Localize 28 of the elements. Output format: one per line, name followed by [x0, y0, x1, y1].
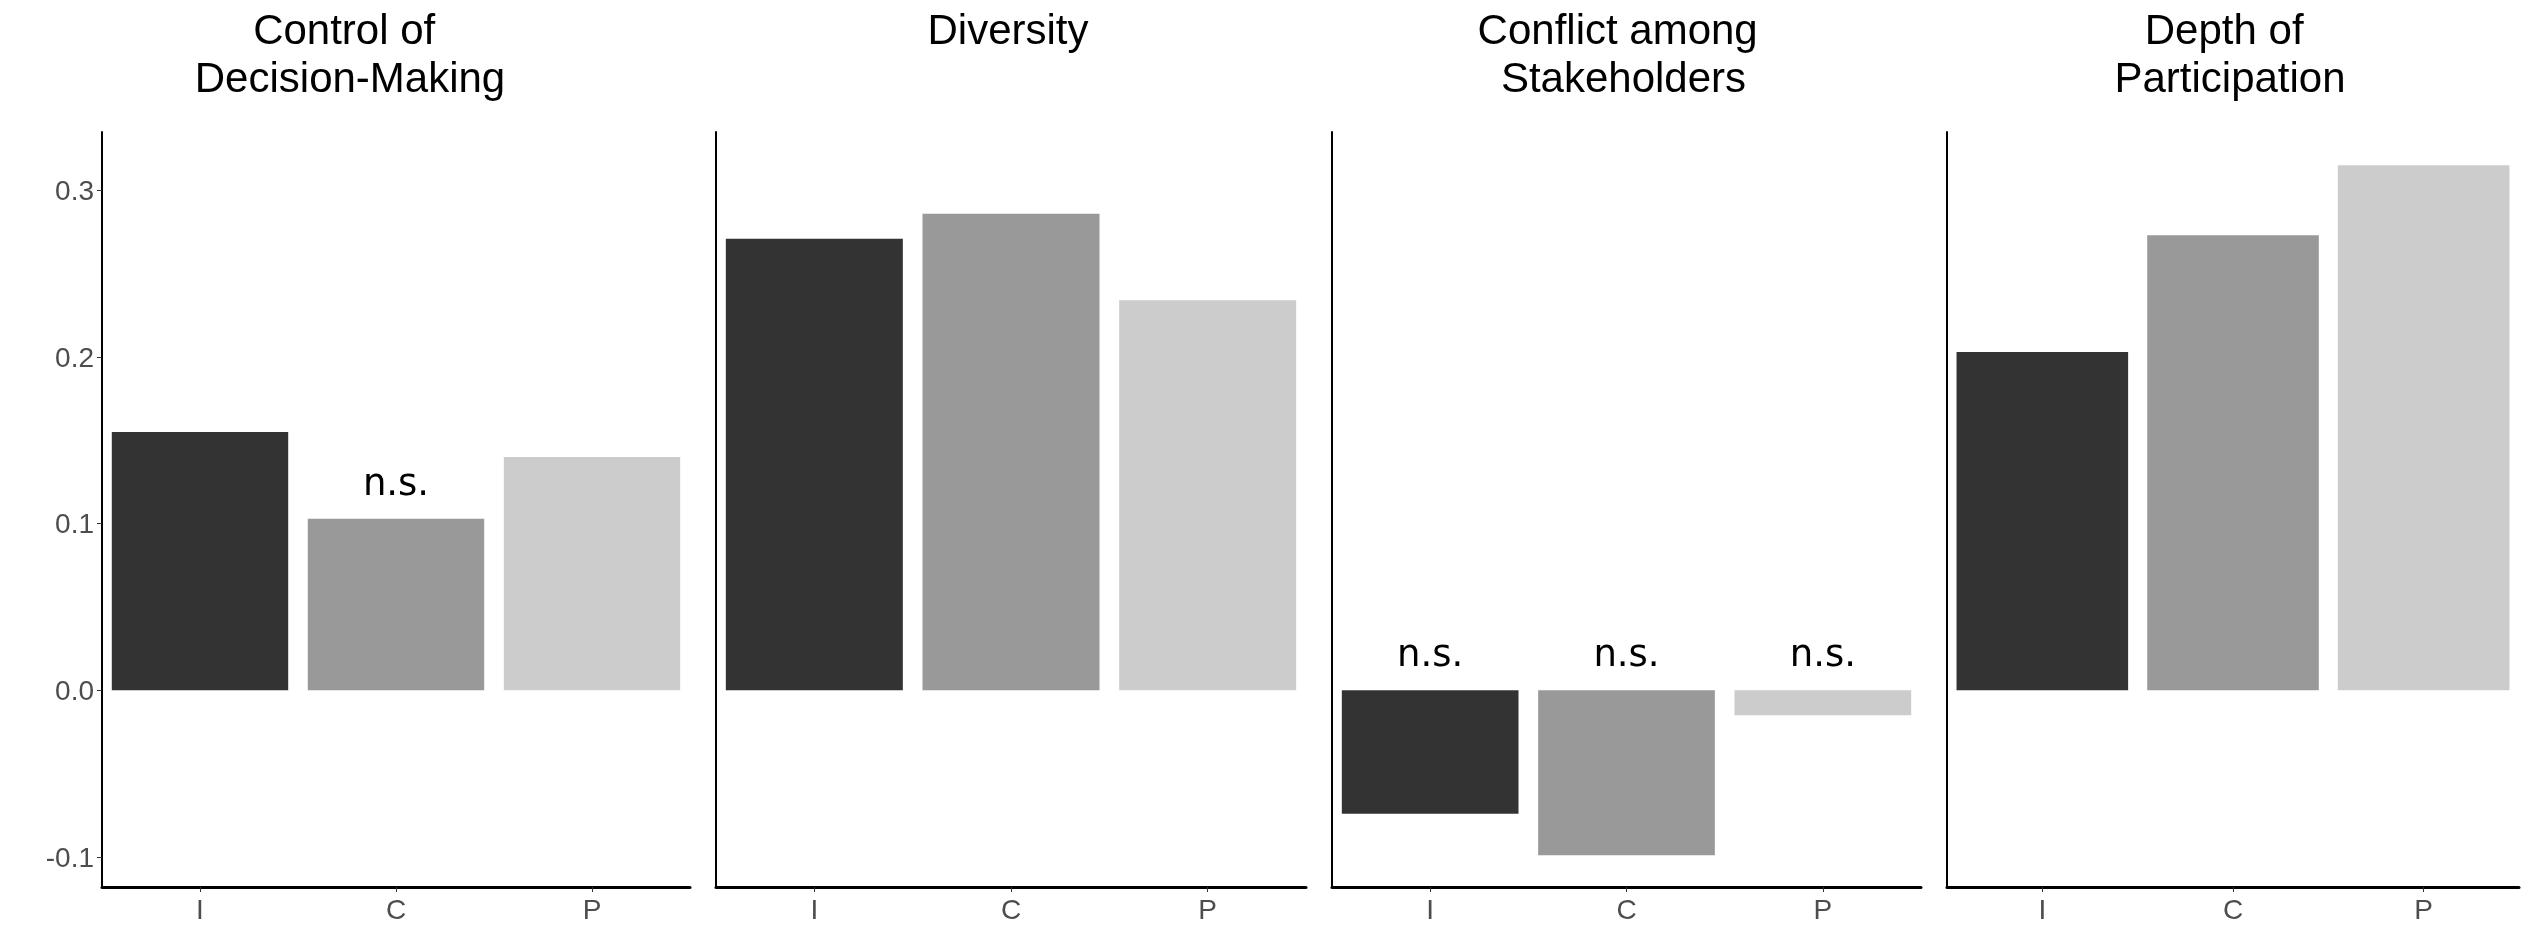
y-tick-label: -0.1 [45, 841, 94, 873]
y-tick-label: 0.1 [55, 508, 94, 540]
y-tick-label: 0.0 [55, 674, 94, 706]
x-tick-label: P [1813, 893, 1833, 925]
x-tick-label: I [196, 893, 204, 925]
x-tick-label: P [2414, 893, 2434, 925]
y-tick-label: 0.3 [55, 174, 94, 206]
bar [503, 457, 681, 691]
x-tick-label: P [1198, 893, 1218, 925]
x-tick-label: C [1616, 893, 1637, 925]
x-tick-label: I [2038, 893, 2047, 925]
annotation: n.s. [362, 460, 430, 504]
annotation: n.s. [1789, 632, 1856, 676]
chart-title: Diversity [927, 5, 1089, 53]
annotation: n.s. [1593, 632, 1660, 676]
annotation: n.s. [1397, 632, 1464, 676]
x-tick-label: C [385, 893, 407, 925]
bar [307, 518, 485, 691]
x-tick-label: P [582, 893, 602, 925]
chart-title: Depth of Participation [2114, 5, 2346, 101]
y-tick-label: 0.2 [55, 341, 94, 373]
x-tick-label: I [810, 893, 819, 925]
x-tick-label: C [1000, 893, 1022, 925]
chart-title: Conflict among Stakeholders [1477, 5, 1770, 101]
x-tick-label: I [1426, 893, 1435, 925]
x-tick-label: C [2222, 893, 2244, 925]
chart-title: Control of Decision-Making [194, 5, 506, 101]
bar [111, 432, 289, 691]
